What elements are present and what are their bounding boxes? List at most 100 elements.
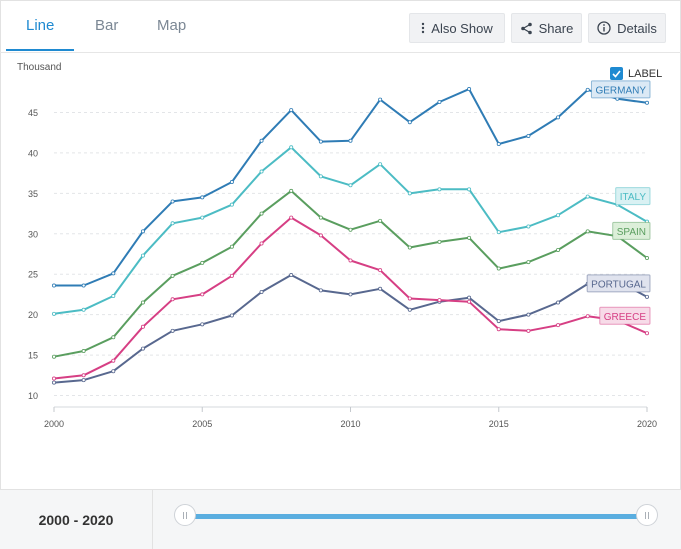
data-point-spain (289, 188, 294, 193)
y-tick-label: 15 (28, 351, 38, 361)
y-tick-label: 45 (28, 108, 38, 118)
data-point-spain (496, 266, 501, 271)
data-point-greece (526, 328, 531, 333)
series-label-text-italy: ITALY (620, 192, 647, 203)
x-tick-label: 2010 (340, 419, 360, 429)
data-point-portugal (52, 380, 57, 385)
data-point-germany (585, 87, 590, 92)
data-point-spain (585, 229, 590, 234)
data-point-portugal (407, 307, 412, 312)
range-slider-track[interactable] (185, 514, 647, 519)
info-icon (597, 21, 611, 35)
data-point-greece (437, 298, 442, 303)
data-point-greece (645, 331, 650, 336)
data-point-germany (140, 229, 145, 234)
data-point-italy (81, 307, 86, 312)
label-toggle[interactable]: LABEL (610, 67, 662, 80)
data-point-germany (229, 180, 234, 185)
range-label: 2000 - 2020 (0, 490, 153, 549)
data-point-greece (81, 373, 86, 378)
data-point-spain (407, 245, 412, 250)
y-tick-label: 25 (28, 270, 38, 280)
data-point-italy (467, 187, 472, 192)
data-point-italy (378, 162, 383, 167)
data-point-greece (289, 215, 294, 220)
share-button[interactable]: Share (511, 13, 582, 43)
series-label-spain: SPAIN (612, 221, 651, 240)
data-point-germany (200, 195, 205, 200)
data-point-germany (170, 199, 175, 204)
y-tick-label: 35 (28, 189, 38, 199)
checkbox-checked-icon[interactable] (610, 67, 623, 80)
data-point-portugal (200, 322, 205, 327)
data-point-greece (585, 314, 590, 319)
data-point-portugal (348, 292, 353, 297)
range-end-handle[interactable] (636, 504, 658, 526)
y-tick-label: 10 (28, 391, 38, 401)
data-point-spain (526, 260, 531, 265)
data-point-portugal (111, 369, 116, 374)
line-chart: 10 15 20 25 30 35 40 45 2000 2005 2010 2015 2020 GERM… (28, 80, 657, 429)
x-tick-label: 2020 (637, 419, 657, 429)
more-vertical-icon (421, 22, 425, 34)
data-point-spain (229, 244, 234, 249)
data-point-germany (378, 97, 383, 102)
data-point-germany (81, 283, 86, 288)
series-label-box (590, 80, 651, 99)
data-point-greece (229, 273, 234, 278)
label-toggle-text: LABEL (628, 67, 663, 80)
data-point-spain (140, 300, 145, 305)
series-label-text-germany: GERMANY (595, 85, 646, 96)
data-point-spain (259, 211, 264, 216)
tab-bar[interactable]: Bar (95, 17, 119, 34)
data-point-greece (52, 376, 57, 381)
data-point-greece (259, 241, 264, 246)
series-line-greece (53, 216, 648, 380)
series-label-portugal: PORTUGAL (586, 274, 651, 293)
tab-map[interactable]: Map (157, 17, 187, 34)
data-point-spain (645, 256, 650, 261)
data-point-greece (496, 327, 501, 332)
also-show-button[interactable]: Also Show (409, 13, 505, 43)
data-point-germany (259, 138, 264, 143)
x-tick-label: 2015 (489, 419, 509, 429)
data-point-greece (170, 297, 175, 302)
data-point-greece (556, 323, 561, 328)
data-point-italy (229, 202, 234, 207)
y-axis-unit-label: Thousand (17, 62, 62, 73)
data-point-italy (526, 224, 531, 229)
share-label: Share (538, 20, 574, 36)
y-tick-label: 40 (28, 148, 38, 158)
data-point-germany (111, 271, 116, 276)
data-point-spain (170, 273, 175, 278)
data-point-greece (200, 292, 205, 297)
data-point-germany (645, 100, 650, 105)
data-point-greece (467, 299, 472, 304)
tab-line[interactable]: Line (26, 17, 55, 34)
data-point-italy (496, 230, 501, 235)
data-point-italy (318, 174, 323, 179)
series-label-text-greece: GREECE (604, 312, 647, 323)
data-point-greece (318, 233, 323, 238)
data-point-italy (585, 194, 590, 199)
data-point-portugal (496, 319, 501, 324)
data-point-spain (200, 260, 205, 265)
data-point-portugal (556, 300, 561, 305)
data-point-portugal (289, 273, 294, 278)
data-point-greece (348, 258, 353, 263)
range-start: 2000 (38, 511, 70, 528)
y-tick-label: 30 (28, 229, 38, 239)
data-point-germany (348, 138, 353, 143)
details-button[interactable]: Details (588, 13, 666, 43)
share-icon (520, 22, 533, 35)
data-point-portugal (81, 378, 86, 383)
data-point-spain (556, 247, 561, 252)
series-label-box (586, 274, 651, 293)
also-show-label: Also Show (431, 20, 493, 36)
series-label-box (599, 306, 651, 325)
series-line-portugal (53, 274, 648, 384)
x-tick-label: 2005 (192, 419, 212, 429)
range-start-handle[interactable] (174, 504, 196, 526)
data-point-germany (556, 115, 561, 120)
details-label: Details (617, 20, 657, 36)
